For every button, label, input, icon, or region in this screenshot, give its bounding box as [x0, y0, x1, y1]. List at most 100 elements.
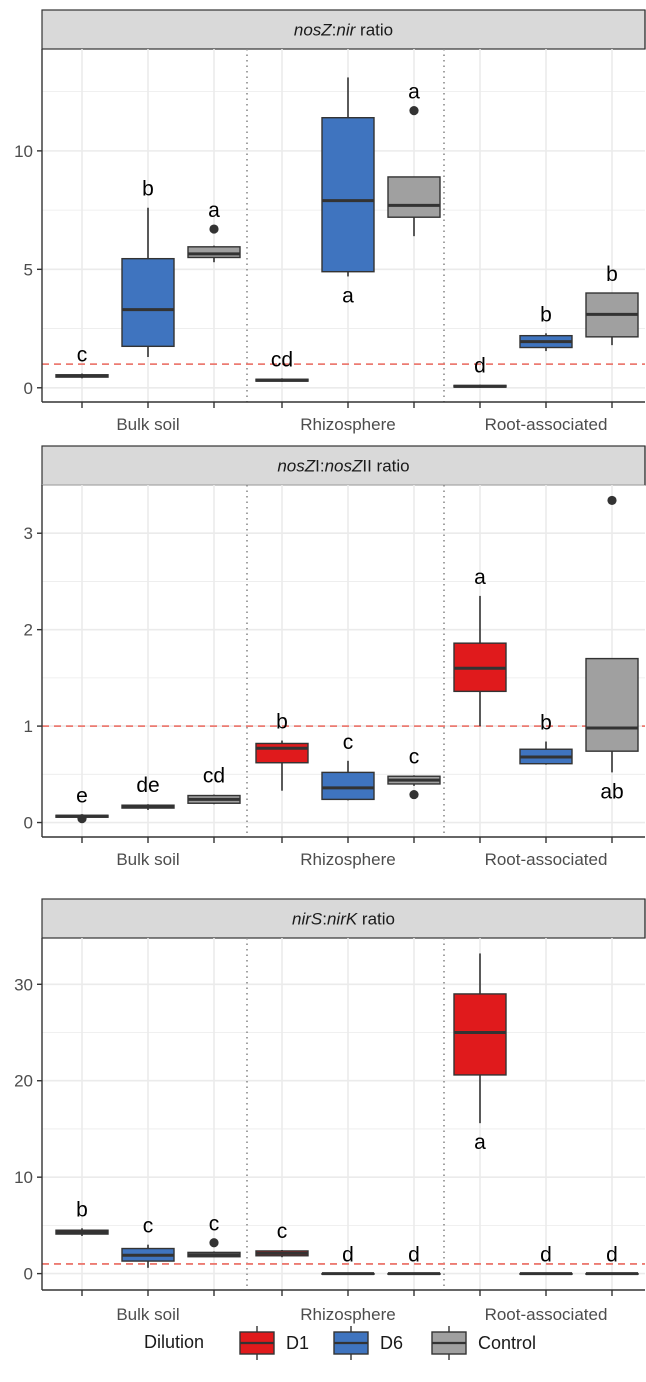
- outlier-point: [77, 814, 87, 824]
- panel-title: nosZI:nosZII ratio: [277, 457, 409, 476]
- significance-letter: a: [408, 81, 420, 104]
- legend-item-d6: D6: [333, 1326, 403, 1360]
- box-bulk-soil-d6: b: [121, 178, 175, 357]
- significance-letter: b: [76, 1198, 88, 1221]
- legend-label: D6: [380, 1333, 403, 1353]
- panel-title-part: nosZ: [294, 21, 332, 40]
- outlier-point: [209, 1238, 219, 1248]
- box-bulk-soil-control: a: [187, 199, 241, 263]
- box-rhizosphere-control: d: [387, 1244, 441, 1276]
- panel-strip: [41, 9, 646, 50]
- significance-letter: b: [606, 263, 618, 286]
- y-tick-label: 20: [14, 1072, 33, 1091]
- significance-letter: c: [77, 344, 88, 367]
- box-root-associated-d6: b: [519, 303, 573, 352]
- panel-title-part: :: [332, 21, 337, 40]
- box-root-associated-control: d: [585, 1244, 639, 1276]
- significance-letter: a: [208, 199, 220, 222]
- y-tick-label: 3: [24, 524, 33, 543]
- significance-letter: cd: [271, 348, 293, 371]
- legend-label: D1: [286, 1333, 309, 1353]
- box-root-associated-d1: d: [453, 355, 507, 388]
- significance-letter: b: [540, 712, 552, 735]
- box-rhizosphere-d1: cd: [255, 348, 309, 382]
- box-bulk-soil-control: c: [187, 1213, 241, 1258]
- box-root-associated-control: b: [585, 263, 639, 346]
- box-rhizosphere-d6: c: [321, 731, 375, 801]
- panel-title-part: ratio: [357, 910, 395, 929]
- significance-letter: a: [474, 566, 486, 589]
- legend-label: Control: [478, 1333, 536, 1353]
- significance-letter: d: [408, 1244, 420, 1267]
- panel-title-part: nosZ: [325, 457, 363, 476]
- x-tick-label: Bulk soil: [116, 1305, 179, 1324]
- legend-item-d1: D1: [239, 1326, 309, 1360]
- box-rhizosphere-d1: c: [255, 1220, 309, 1258]
- box-rhizosphere-d1: b: [255, 711, 309, 791]
- box-bulk-soil-control: cd: [187, 765, 241, 805]
- significance-letter: b: [276, 711, 288, 734]
- significance-letter: c: [409, 745, 420, 768]
- y-tick-label: 1: [24, 717, 33, 736]
- x-tick-label: Rhizosphere: [300, 1305, 395, 1324]
- legend-title: Dilution: [144, 1332, 204, 1352]
- panel-3: nirS:nirK ratio b c c c d d a d d 0 10 20 30 Bulk soil…: [14, 898, 646, 1324]
- x-tick-label: Root-associated: [485, 1305, 608, 1324]
- box-bulk-soil-d1: b: [55, 1198, 109, 1236]
- box-rhizosphere-d6: a: [321, 77, 375, 307]
- x-tick-label: Rhizosphere: [300, 415, 395, 434]
- panel-strip: [41, 898, 646, 939]
- box-bulk-soil-d1: c: [55, 344, 109, 379]
- box-body: [121, 257, 175, 348]
- box-bulk-soil-d1: e: [55, 784, 109, 824]
- legend: Dilution D1 D6 Control: [144, 1326, 536, 1360]
- outlier-point: [409, 105, 419, 116]
- y-tick-label: 10: [14, 142, 33, 161]
- box-root-associated-d6: b: [519, 712, 573, 765]
- panel-title: nosZ:nir ratio: [294, 21, 393, 40]
- panel-title-part: ratio: [355, 21, 393, 40]
- box-body: [187, 246, 241, 259]
- box-root-associated-d1: a: [453, 953, 507, 1154]
- box-body: [453, 993, 507, 1076]
- y-tick-label: 0: [24, 379, 33, 398]
- x-tick-label: Root-associated: [485, 415, 608, 434]
- box-body: [585, 657, 639, 752]
- x-tick-label: Bulk soil: [116, 850, 179, 869]
- significance-letter: cd: [203, 765, 225, 788]
- significance-letter: e: [76, 784, 88, 807]
- panel-title: nirS:nirK ratio: [292, 910, 395, 929]
- panel-1: nosZ:nir ratio c b a cd a a d b b 0 5 10 Bulk soil Rhi…: [14, 9, 646, 434]
- significance-letter: de: [136, 774, 159, 797]
- significance-letter: c: [277, 1220, 288, 1243]
- significance-letter: a: [342, 284, 354, 307]
- x-tick-label: Root-associated: [485, 850, 608, 869]
- box-root-associated-d6: d: [519, 1244, 573, 1276]
- box-rhizosphere-control: a: [387, 81, 441, 237]
- panel-title-part: :: [322, 910, 327, 929]
- significance-letter: a: [474, 1131, 486, 1154]
- box-bulk-soil-d6: de: [121, 774, 175, 810]
- y-tick-label: 30: [14, 975, 33, 994]
- x-tick-label: Rhizosphere: [300, 850, 395, 869]
- panel-title-part: I:: [315, 457, 324, 476]
- legend-item-control: Control: [431, 1326, 536, 1360]
- box-body: [255, 742, 309, 764]
- y-tick-label: 10: [14, 1168, 33, 1187]
- box-bulk-soil-d6: c: [121, 1215, 175, 1268]
- outlier-point: [409, 789, 419, 800]
- x-tick-label: Bulk soil: [116, 415, 179, 434]
- panel-title-part: nirS: [292, 910, 323, 929]
- box-rhizosphere-d6: d: [321, 1244, 375, 1276]
- significance-letter: ab: [600, 780, 623, 803]
- significance-letter: b: [142, 178, 154, 201]
- box-body: [321, 771, 375, 801]
- box-root-associated-d1: a: [453, 566, 507, 727]
- significance-letter: c: [209, 1213, 220, 1236]
- y-tick-label: 0: [24, 1265, 33, 1284]
- significance-letter: d: [342, 1244, 354, 1267]
- box-rhizosphere-control: c: [387, 745, 441, 800]
- significance-letter: d: [540, 1244, 552, 1267]
